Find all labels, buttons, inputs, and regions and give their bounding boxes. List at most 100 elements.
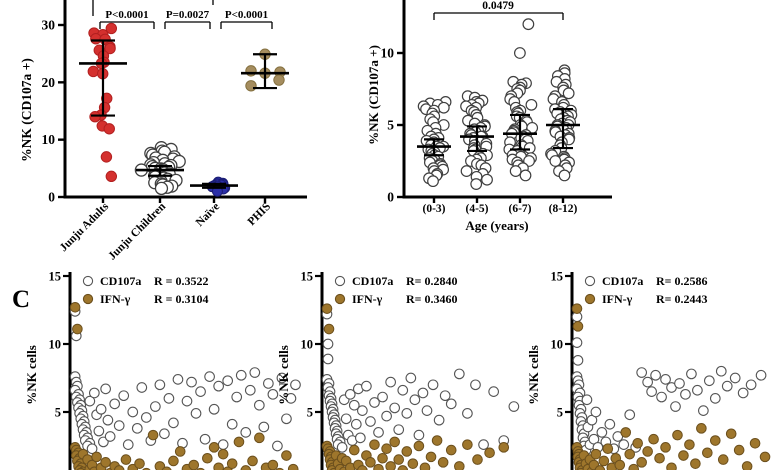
data-point (509, 165, 522, 177)
data-point (692, 384, 703, 396)
data-point (590, 406, 602, 418)
data-point (322, 353, 334, 365)
data-point (161, 466, 172, 470)
data-point (385, 376, 396, 388)
data-point (88, 387, 100, 399)
data-point (614, 459, 626, 470)
panel-c-plot-0: 5 10 15 %NK cells CD107a R = 0.3522 IFN-γ R = 0… (24, 270, 301, 470)
data-point (656, 391, 667, 403)
panel-c-letter: C (12, 286, 30, 313)
data-point (523, 142, 536, 154)
data-point (725, 428, 737, 440)
data-point (245, 65, 257, 77)
data-point (267, 388, 279, 400)
data-point (253, 399, 265, 411)
data-point (348, 444, 360, 456)
series-cd107a (571, 311, 767, 456)
data-point (334, 275, 346, 287)
data-point (134, 458, 145, 469)
y-tick-label: 10 (551, 338, 564, 352)
data-point (258, 421, 270, 433)
data-point (413, 429, 425, 441)
data-point (87, 65, 100, 78)
data-point (628, 463, 640, 470)
data-point (89, 111, 101, 123)
data-point (729, 372, 741, 384)
data-point (249, 367, 261, 378)
data-point (670, 401, 681, 412)
data-point (427, 175, 439, 188)
y-tick-label: 5 (307, 406, 313, 420)
data-point (439, 390, 451, 402)
data-point (365, 457, 376, 468)
y-tick-label: 30 (42, 18, 56, 33)
data-point (254, 432, 265, 444)
data-point (181, 395, 193, 407)
data-point (168, 455, 179, 467)
data-point (150, 401, 161, 412)
legend-name: CD107a (602, 274, 643, 288)
data-point (285, 393, 297, 404)
data-point (105, 22, 118, 35)
group-0 (79, 22, 127, 183)
data-point (624, 409, 636, 421)
data-point (389, 402, 401, 414)
data-point (381, 443, 392, 455)
data-point (660, 442, 671, 453)
legend: CD107a R= 0.2840 IFN-γ R= 0.3460 (334, 274, 458, 306)
data-point (397, 384, 409, 396)
data-point (244, 384, 256, 396)
data-point (421, 405, 433, 416)
data-point (100, 457, 111, 468)
p-value: P=0.0027 (166, 9, 210, 21)
data-point (174, 446, 186, 457)
data-point (462, 439, 473, 450)
y-axis-title: %NK (CD107a +) (19, 58, 34, 162)
data-point (594, 465, 606, 470)
data-point (321, 303, 333, 314)
data-point (267, 459, 279, 470)
data-point (348, 399, 360, 411)
legend-name: IFN-γ (602, 292, 633, 306)
data-point (122, 439, 134, 450)
y-axis-title: %NK cells (276, 345, 291, 405)
data-point (373, 463, 384, 470)
data-point (674, 378, 685, 389)
y-axis-title: %NK cells (526, 345, 541, 405)
comparison-bracket: P=0.0027 (164, 9, 211, 29)
legend-name: CD107a (100, 274, 141, 288)
legend: CD107a R = 0.3522 IFN-γ R = 0.3104 (82, 274, 209, 306)
data-point (208, 442, 220, 453)
data-point (82, 275, 94, 287)
data-point (636, 457, 647, 468)
data-point (91, 451, 102, 463)
data-point (186, 376, 197, 388)
data-point (240, 465, 252, 470)
y-tick-label: 0 (48, 190, 55, 205)
data-point (433, 414, 445, 426)
data-point (381, 410, 392, 422)
data-point (437, 457, 449, 468)
data-point (350, 418, 362, 430)
x-tick-label: (6-7) (509, 203, 532, 215)
data-point (584, 275, 596, 287)
data-point (488, 386, 500, 397)
data-point (562, 87, 575, 100)
data-point (109, 398, 121, 410)
x-tick-label: (0-3) (423, 203, 446, 215)
y-tick-label: 15 (301, 270, 314, 284)
data-point (460, 165, 473, 177)
legend-r-value: R= 0.2443 (656, 292, 708, 306)
data-point (82, 293, 94, 305)
data-point (105, 170, 118, 183)
legend-name: IFN-γ (100, 292, 131, 306)
data-point (646, 386, 657, 397)
p-value: P<0.0001 (225, 9, 268, 21)
data-point (737, 387, 749, 399)
series-ifng (321, 303, 510, 470)
data-point (721, 380, 733, 392)
group-2 (503, 18, 539, 182)
legend-r-value: R= 0.2586 (656, 274, 708, 288)
data-point (453, 368, 465, 380)
data-point (69, 301, 81, 313)
